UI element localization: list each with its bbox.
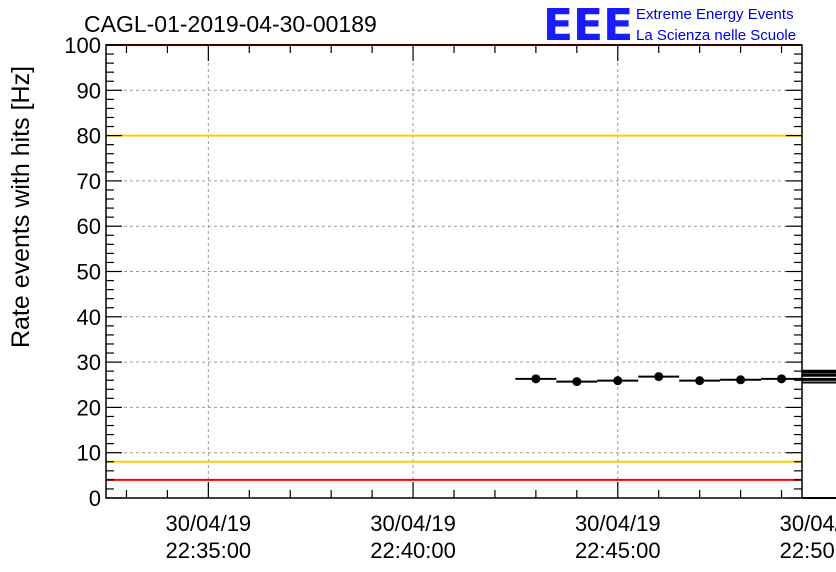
eee-logo: EEE Extreme Energy Events La Scienza nel…: [543, 0, 796, 51]
data-point: [777, 374, 787, 384]
x-tick-label-date: 30/04/19: [370, 511, 456, 536]
y-tick-label: 20: [77, 395, 101, 420]
y-tick-label: 40: [77, 305, 101, 330]
y-tick-label: 90: [77, 78, 101, 103]
y-tick-label: 80: [77, 124, 101, 149]
x-tick-label-time: 22:40:00: [370, 538, 456, 563]
y-axis-title: Rate events with hits [Hz]: [7, 66, 35, 348]
logo-letters: EEE: [543, 0, 633, 51]
y-tick-label: 30: [77, 350, 101, 375]
data-points: [515, 369, 836, 499]
data-point: [572, 377, 582, 387]
x-tick-label-date: 30/04/19: [166, 511, 252, 536]
x-tick-label-date: 30/04/19: [575, 511, 661, 536]
data-point: [654, 372, 664, 382]
x-tick-label-time: 22:45:00: [575, 538, 661, 563]
y-tick-label: 100: [64, 33, 101, 58]
y-tick-label: 50: [77, 260, 101, 285]
data-point: [613, 376, 623, 386]
axes: [105, 44, 803, 499]
logo-line-2: La Scienza nelle Scuole: [636, 27, 796, 44]
x-tick-label-date: 30/04/19: [780, 511, 836, 536]
data-point: [531, 374, 541, 384]
x-tick-label-time: 22:35:00: [166, 538, 252, 563]
data-point: [736, 375, 746, 385]
y-tick-label: 0: [89, 486, 101, 511]
y-tick-label: 70: [77, 169, 101, 194]
logo-line-1: Extreme Energy Events: [636, 6, 794, 23]
y-tick-label: 10: [77, 441, 101, 466]
x-tick-label-time: 22:50:00: [780, 538, 836, 563]
tick-labels: 010203040506070809010030/04/1922:35:0030…: [64, 33, 836, 563]
data-point: [695, 376, 705, 386]
y-tick-label: 60: [77, 214, 101, 239]
chart-title: CAGL-01-2019-04-30-00189: [84, 11, 377, 37]
